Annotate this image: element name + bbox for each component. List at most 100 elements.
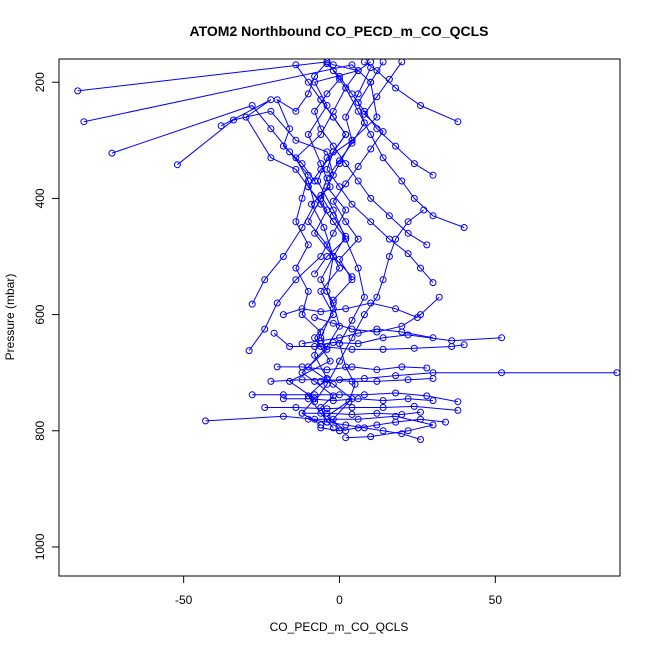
data-point [420, 206, 428, 214]
data-point [323, 174, 331, 182]
data-point [354, 340, 362, 348]
data-point [311, 72, 319, 80]
data-point [317, 337, 325, 345]
data-point [279, 311, 287, 319]
data-point [323, 418, 331, 426]
data-point [360, 311, 368, 319]
y-tick-label: 800 [33, 420, 47, 440]
data-point [292, 61, 300, 69]
data-point [286, 148, 294, 156]
data-point [392, 142, 400, 150]
data-point [298, 224, 306, 231]
data-point [304, 183, 312, 191]
series-30 [273, 363, 431, 374]
series-10 [248, 389, 462, 406]
data-point [348, 90, 356, 98]
series-line [283, 302, 418, 318]
data-point [348, 316, 356, 324]
series-line [205, 415, 434, 439]
data-point [311, 270, 319, 278]
data-point [298, 160, 306, 168]
data-point [304, 131, 312, 138]
data-point [442, 418, 449, 426]
data-point [348, 411, 356, 418]
data-point [410, 344, 418, 352]
data-point [270, 329, 278, 337]
data-point [108, 149, 116, 157]
data-point [311, 398, 319, 406]
series-18 [311, 75, 431, 249]
data-point [279, 142, 287, 150]
data-point [74, 87, 82, 95]
data-point [404, 229, 412, 237]
data-point [348, 345, 356, 353]
data-point [429, 212, 437, 220]
data-point [336, 183, 343, 191]
series-32 [298, 408, 424, 418]
data-point [317, 276, 325, 284]
data-point [329, 424, 337, 432]
data-point [385, 212, 393, 220]
data-point [404, 395, 412, 403]
data-point [417, 415, 424, 423]
data-point [417, 264, 424, 272]
data-point [336, 157, 343, 165]
data-point [392, 372, 400, 380]
data-point [311, 391, 319, 399]
series-line [364, 61, 459, 123]
data-point [342, 160, 350, 168]
data-point [398, 177, 406, 185]
data-point [292, 264, 300, 272]
series-21 [279, 299, 421, 321]
data-point [410, 194, 418, 202]
data-point [292, 218, 300, 226]
data-point [292, 136, 300, 144]
data-point [317, 96, 325, 104]
data-point [326, 357, 334, 365]
data-point [292, 165, 300, 173]
data-point [336, 357, 343, 365]
data-point [304, 78, 312, 86]
data-point [342, 305, 350, 313]
data-point [417, 436, 424, 443]
data-point [367, 145, 375, 153]
data-point [323, 409, 331, 417]
series-1 [74, 59, 362, 426]
series-line [320, 418, 446, 432]
data-point [248, 300, 256, 308]
data-point [360, 110, 368, 118]
series-8 [202, 412, 437, 442]
data-point [336, 391, 343, 399]
data-point [423, 241, 431, 249]
data-point [417, 408, 424, 416]
data-point [336, 376, 343, 384]
data-point [304, 415, 312, 423]
data-point [311, 334, 319, 342]
data-point [317, 192, 325, 199]
data-point [292, 154, 300, 162]
data-point [286, 377, 294, 385]
data-point [354, 67, 362, 75]
data-point [323, 90, 331, 98]
data-point [248, 102, 256, 109]
data-point [286, 125, 294, 133]
series-line [177, 110, 341, 426]
data-point [379, 128, 387, 136]
series-line [314, 78, 428, 246]
data-point [404, 376, 412, 384]
data-point [373, 377, 381, 385]
data-point [261, 276, 269, 284]
series-line [251, 61, 371, 305]
data-point [298, 194, 306, 202]
data-point [454, 398, 462, 406]
data-point [392, 305, 400, 313]
data-point [404, 218, 412, 226]
series-12 [261, 402, 462, 414]
data-point [392, 235, 400, 243]
y-tick-label: 1000 [33, 533, 47, 560]
data-point [273, 363, 281, 371]
data-point [336, 427, 343, 435]
series-line [283, 398, 434, 402]
data-point [398, 363, 406, 371]
data-point [261, 404, 269, 411]
